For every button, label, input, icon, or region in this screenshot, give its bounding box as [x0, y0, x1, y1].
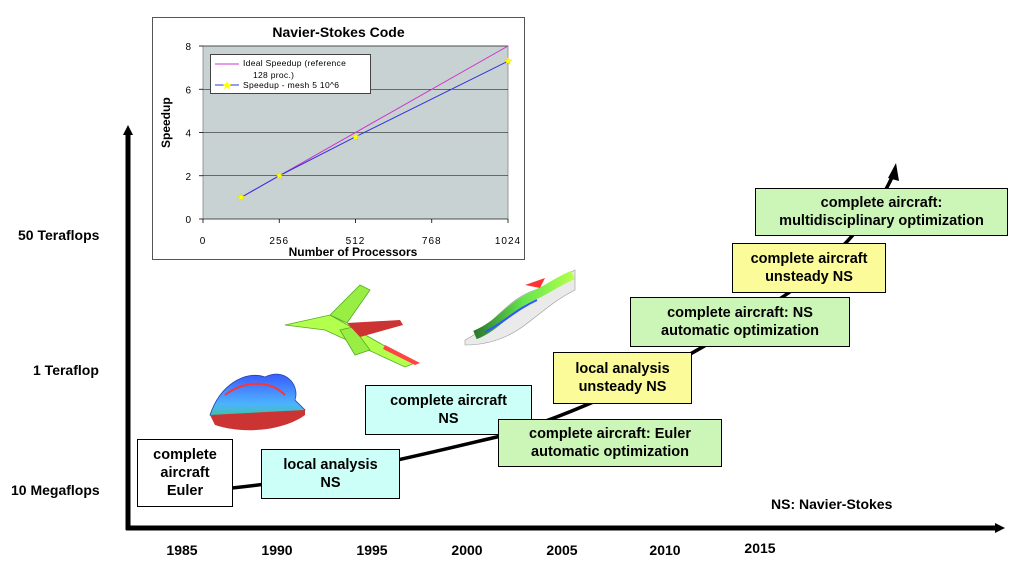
- stage-text-line: complete aircraft: NS: [667, 305, 813, 321]
- data-point-marker: [236, 192, 246, 201]
- stage-text-line: unsteady NS: [578, 379, 667, 395]
- stage-text-line: aircraft: [160, 465, 210, 481]
- speedup-chart: Navier-Stokes Code 0 2 4 6 8 0 256 512 768 1024 I…: [152, 17, 525, 260]
- legend-swatches: [215, 63, 239, 90]
- legend-ideal-label: Ideal Speedup (reference: [243, 58, 347, 68]
- y-tick-label: 0: [185, 215, 191, 226]
- legend-measured-label: Speedup - mesh 5 10^6: [243, 80, 340, 90]
- stage-local-analysis-unsteady-ns: local analysis unsteady NS: [553, 352, 692, 404]
- chart-x-axis-label: Number of Processors: [288, 245, 418, 259]
- stage-text-line: multidisciplinary optimization: [779, 213, 984, 229]
- legend-marker-star: [222, 81, 232, 90]
- series-line-1: [240, 60, 509, 198]
- stage-text-line: NS: [320, 475, 341, 491]
- stage-text-line: Euler: [166, 483, 204, 499]
- stage-text-line: complete aircraft:: [820, 195, 943, 211]
- chart-y-axis-label: Speedup: [159, 97, 173, 148]
- x-label-year: 2010: [649, 542, 681, 558]
- stage-text-line: complete aircraft: Euler: [529, 426, 691, 442]
- x-tick-label: 256: [269, 236, 289, 247]
- stage-text-line: NS: [438, 411, 459, 427]
- stage-text-line: automatic optimization: [531, 444, 689, 460]
- y-label-50-teraflops: 50 Teraflops: [18, 227, 100, 243]
- chart-legend: Ideal Speedup (reference 128 proc.) Spee…: [210, 54, 371, 94]
- y-tick-label: 4: [185, 129, 191, 140]
- y-tick-label: 2: [185, 172, 191, 183]
- aircraft-thumbnail: [284, 284, 420, 368]
- x-label-year: 1995: [356, 542, 388, 558]
- x-label-year: 1990: [261, 542, 293, 558]
- y-tick-label: 6: [185, 85, 191, 96]
- y-tick-label: 8: [185, 42, 191, 53]
- data-point-marker: [351, 132, 360, 141]
- stage-multidisciplinary-optimization: complete aircraft: multidisciplinary opt…: [755, 188, 1008, 236]
- x-tick-label: 512: [346, 236, 366, 247]
- stage-text-line: local analysis: [283, 457, 378, 473]
- x-tick-label: 768: [422, 236, 442, 247]
- x-tick-label: 0: [200, 236, 207, 247]
- x-label-year: 2015: [744, 540, 776, 556]
- trend-arrowhead: [888, 163, 899, 181]
- stage-text-line: local analysis: [575, 361, 670, 377]
- stage-local-analysis-ns: local analysis NS: [261, 449, 400, 499]
- ns-abbreviation-note: NS: Navier-Stokes: [771, 496, 893, 512]
- x-label-year: 2000: [451, 542, 483, 558]
- legend-ideal-label-cont: 128 proc.): [253, 70, 295, 80]
- stage-complete-aircraft-unsteady-ns: complete aircraft unsteady NS: [732, 243, 886, 293]
- stage-complete-aircraft-euler: complete aircraft Euler: [137, 439, 233, 507]
- y-label-1-teraflop: 1 Teraflop: [33, 362, 99, 378]
- data-point-marker: [274, 171, 284, 180]
- stage-text-line: automatic optimization: [661, 323, 819, 339]
- stage-text-line: complete: [153, 447, 217, 463]
- y-label-10-megaflops: 10 Megaflops: [11, 482, 100, 498]
- stage-text-line: complete aircraft: [390, 393, 507, 409]
- stage-text-line: unsteady NS: [765, 269, 853, 285]
- chart-title: Navier-Stokes Code: [272, 24, 405, 40]
- wing-surface-thumbnail: [209, 373, 306, 431]
- stage-ns-automatic-optimization: complete aircraft: NS automatic optimiza…: [630, 297, 850, 347]
- stage-text-line: complete aircraft: [750, 251, 868, 267]
- x-label-year: 2005: [546, 542, 578, 558]
- stage-euler-automatic-optimization: complete aircraft: Euler automatic optim…: [498, 419, 722, 467]
- x-label-year: 1985: [166, 542, 198, 558]
- x-tick-label: 1024: [495, 236, 521, 247]
- data-point-marker: [503, 56, 513, 65]
- duct-flow-thumbnail: [464, 269, 576, 346]
